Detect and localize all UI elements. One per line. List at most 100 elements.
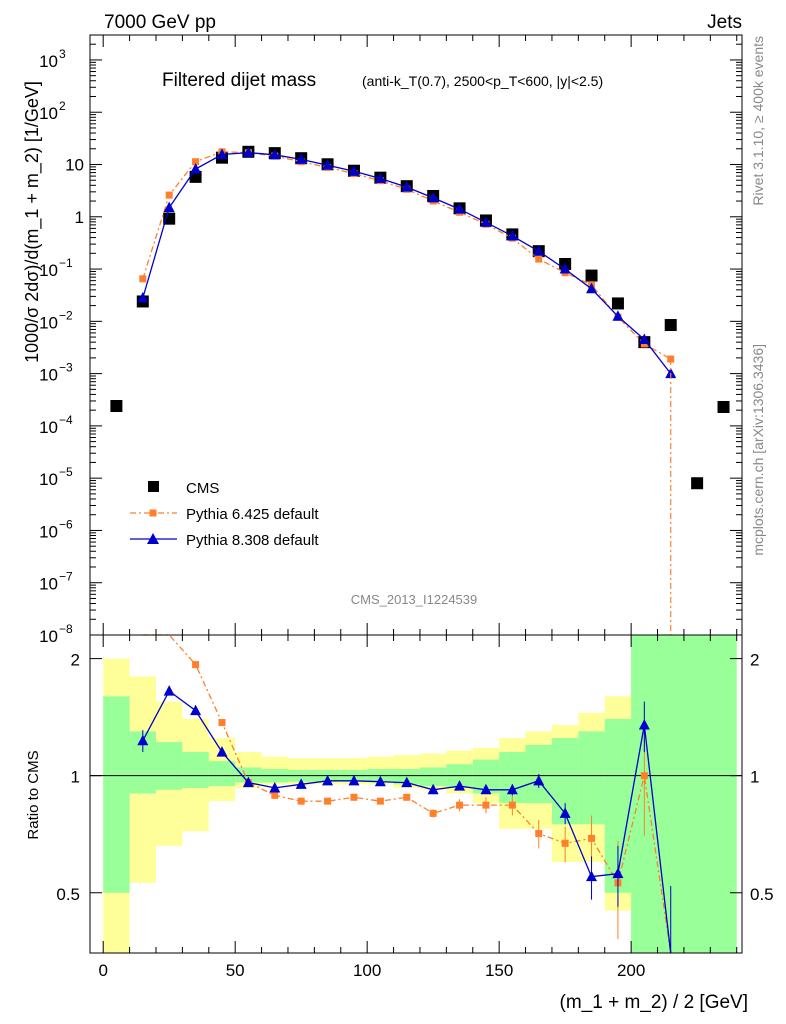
band-green-bin (103, 696, 130, 893)
main-y-tick-label: 10 (39, 261, 58, 280)
main-y-tick-exponent: −3 (59, 361, 73, 375)
header-process-label: Jets (707, 12, 742, 33)
main-y-tick-label: 10 (39, 313, 58, 332)
legend-marker-pythia6 (149, 509, 157, 517)
main-data-point-0 (717, 400, 730, 413)
main-data-point-2 (242, 146, 254, 158)
main-data-point-2 (190, 163, 202, 174)
main-data-point-2 (427, 191, 439, 203)
x-tick-label: 150 (485, 961, 513, 980)
ratio-y-axis-label: Ratio to CMS (25, 750, 42, 839)
ratio-data-point-0 (192, 661, 200, 669)
band-green-bin (208, 761, 236, 787)
ratio-data-point-1 (137, 734, 149, 746)
main-data-point-2 (269, 148, 281, 160)
legend-marker-cms (148, 481, 159, 492)
ratio-data-point-1 (638, 718, 650, 730)
main-y-tick-exponent: 2 (59, 99, 66, 113)
ratio-data-point-0 (429, 809, 437, 817)
x-tick-label: 200 (617, 961, 645, 980)
plot-title: Filtered dijet mass (162, 70, 316, 91)
main-data-point-2 (586, 282, 598, 294)
main-data-point-2 (506, 229, 518, 241)
band-green-bin (578, 731, 605, 825)
plot-title-detail: (anti-k_T(0.7), 2500<p_T<600, |y|<2.5) (362, 73, 603, 89)
main-y-tick-exponent: −5 (59, 465, 73, 479)
ratio-y-tick-label-right: 0.5 (750, 885, 774, 904)
plot-title-main: Filtered dijet mass (162, 70, 316, 91)
legend-label-pythia6: Pythia 6.425 default (186, 506, 319, 523)
x-tick-label: 100 (353, 961, 381, 980)
main-y-tick-label: 10 (39, 52, 58, 71)
main-data-point-2 (322, 159, 334, 170)
ratio-data-point-0 (482, 801, 490, 809)
ratio-data-point-0 (535, 830, 543, 838)
ratio-data-point-0 (456, 801, 464, 809)
ratio-y-tick-label: 0.5 (56, 885, 80, 904)
ratio-data-point-1 (401, 776, 413, 788)
x-tick-label: 50 (226, 961, 245, 980)
ratio-y-tick-label: 2 (71, 651, 80, 670)
x-tick-label: 0 (98, 961, 107, 980)
main-series-line-1 (142, 151, 672, 360)
rivet-version-label: Rivet 3.1.10, ≥ 400k events (750, 36, 766, 206)
legend-marker-pythia8 (147, 533, 159, 544)
ratio-data-point-1 (348, 774, 360, 786)
ratio-uncertainty-bands (103, 635, 737, 953)
ratio-data-point-0 (271, 791, 279, 799)
ratio-data-point-1 (533, 774, 545, 786)
main-data-point-0 (691, 477, 704, 490)
ratio-data-point-0 (588, 834, 596, 842)
ratio-plot-frame (89, 634, 743, 954)
main-data-point-2 (665, 367, 677, 379)
main-y-tick-label: 10 (39, 418, 58, 437)
main-data-point-2 (163, 201, 175, 213)
main-data-point-0 (585, 269, 598, 282)
main-y-tick-label: 1 (75, 208, 84, 227)
ratio-data-point-0 (403, 793, 411, 801)
ratio-data-point-1 (506, 783, 518, 795)
main-data-point-2 (295, 153, 307, 164)
ratio-data-point-1 (295, 778, 307, 789)
main-data-point-1 (535, 255, 543, 263)
ratio-data-point-0 (324, 797, 332, 805)
main-y-tick-label: 10 (65, 155, 84, 174)
ratio-data-point-0 (350, 793, 358, 801)
band-green-bin (683, 635, 737, 953)
ratio-data-point-1 (480, 783, 492, 795)
mcplots-label: mcplots.cern.ch [arXiv:1306.3436] (750, 344, 766, 556)
ratio-data-point-0 (561, 839, 569, 847)
x-axis-label: (m_1 + m_2) / 2 [GeV] (560, 992, 749, 1013)
legend-label-cms: CMS (186, 480, 219, 497)
main-y-tick-label: 10 (39, 575, 58, 594)
main-data-point-2 (348, 165, 360, 176)
main-data-point-1 (165, 191, 173, 199)
header-energy-label: 7000 GeV pp (104, 12, 216, 33)
main-data-point-1 (139, 275, 147, 283)
main-series-group (110, 145, 730, 635)
main-data-point-2 (401, 181, 413, 192)
ratio-data-point-0 (376, 797, 384, 805)
ratio-data-point-1 (559, 807, 571, 818)
ratio-data-point-0 (218, 719, 226, 727)
main-y-tick-exponent: −2 (59, 308, 73, 322)
main-y-tick-label: 10 (39, 104, 58, 123)
ratio-data-point-0 (508, 801, 516, 809)
ratio-data-point-1 (190, 704, 202, 716)
band-green-bin (155, 742, 183, 790)
ratio-data-point-0 (297, 797, 305, 805)
ratio-y-tick-label: 1 (71, 768, 80, 787)
ratio-data-point-1 (586, 870, 598, 882)
main-y-axis-label: 1000/σ 2dσ)/d(m_1 + m_2) [1/GeV] (22, 81, 43, 363)
main-data-point-2 (612, 310, 624, 321)
ratio-data-point-1 (454, 780, 466, 791)
ratio-y-tick-label-right: 2 (750, 651, 759, 670)
main-y-tick-exponent: −1 (59, 256, 73, 270)
main-data-point-2 (533, 245, 545, 256)
main-y-tick-exponent: 3 (59, 47, 66, 61)
ratio-data-point-1 (216, 746, 228, 757)
ratio-data-point-1 (374, 775, 386, 787)
ratio-y-tick-label-right: 1 (750, 768, 759, 787)
ratio-data-point-1 (322, 774, 334, 786)
